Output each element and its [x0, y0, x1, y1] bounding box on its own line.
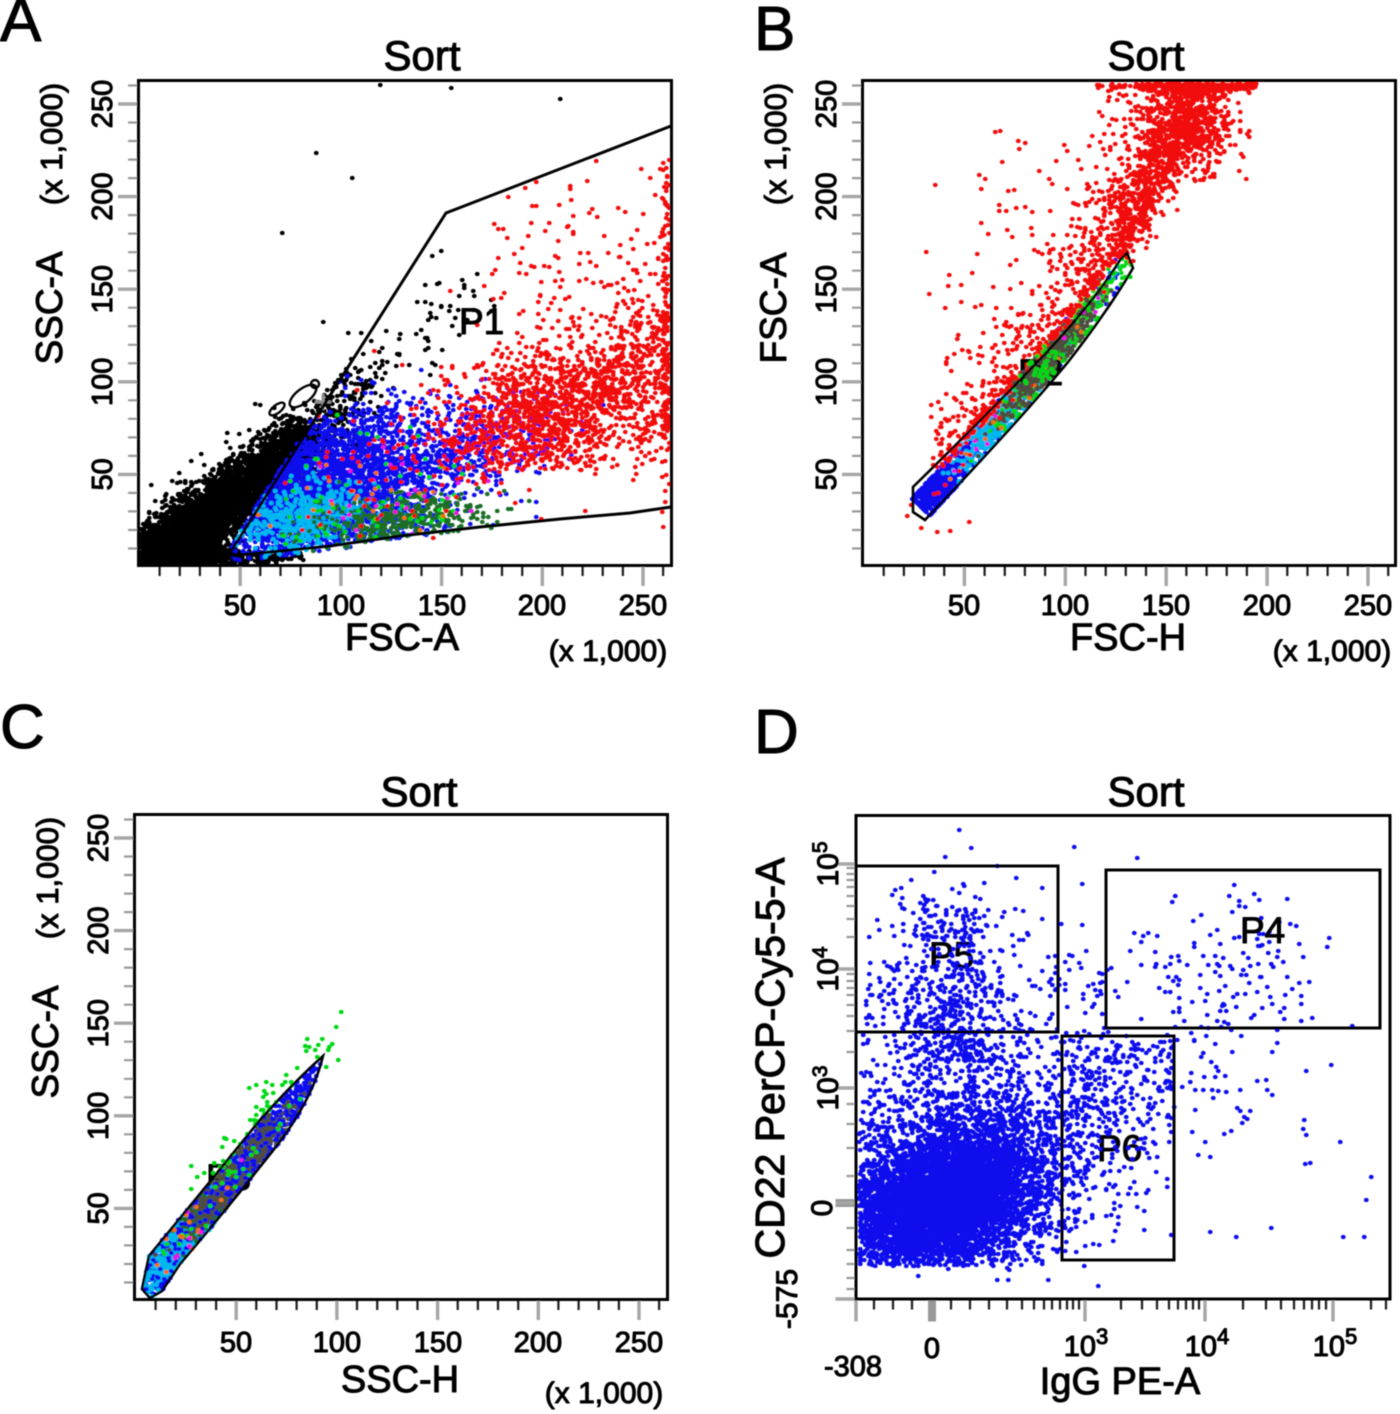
svg-text:150: 150 — [418, 590, 466, 622]
svg-text:105: 105 — [1313, 1324, 1358, 1363]
svg-text:250: 250 — [619, 590, 667, 622]
svg-text:SSC-A: SSC-A — [25, 985, 66, 1098]
svg-text:(x 1,000): (x 1,000) — [758, 83, 793, 205]
svg-text:B: B — [754, 0, 795, 64]
svg-text:FSC-H: FSC-H — [1070, 617, 1186, 659]
svg-text:100: 100 — [313, 1327, 361, 1359]
svg-text:250: 250 — [811, 80, 843, 128]
svg-text:200: 200 — [83, 906, 115, 954]
svg-text:250: 250 — [83, 814, 115, 862]
svg-text:-575: -575 — [771, 1269, 804, 1329]
svg-text:50: 50 — [948, 590, 980, 622]
svg-text:50: 50 — [811, 458, 843, 490]
svg-text:(x 1,000): (x 1,000) — [549, 635, 667, 668]
svg-text:100: 100 — [1041, 590, 1089, 622]
svg-text:200: 200 — [1243, 590, 1291, 622]
svg-text:150: 150 — [414, 1327, 462, 1359]
svg-text:250: 250 — [1344, 590, 1392, 622]
svg-text:C: C — [0, 693, 45, 762]
svg-text:50: 50 — [220, 1327, 252, 1359]
svg-text:50: 50 — [224, 590, 256, 622]
svg-text:(x 1,000): (x 1,000) — [1273, 635, 1391, 668]
svg-text:100: 100 — [317, 590, 365, 622]
svg-text:SSC-H: SSC-H — [341, 1359, 459, 1401]
svg-text:50: 50 — [87, 458, 119, 490]
svg-text:100: 100 — [811, 358, 843, 406]
svg-text:Sort: Sort — [1107, 768, 1184, 815]
svg-text:(x 1,000): (x 1,000) — [34, 83, 69, 205]
svg-text:150: 150 — [83, 999, 115, 1047]
svg-text:(x 1,000): (x 1,000) — [30, 817, 65, 939]
svg-text:150: 150 — [1142, 590, 1190, 622]
svg-text:250: 250 — [87, 80, 119, 128]
svg-text:150: 150 — [87, 265, 119, 313]
svg-text:A: A — [0, 0, 42, 55]
svg-text:Sort: Sort — [380, 768, 457, 815]
svg-text:200: 200 — [518, 590, 566, 622]
svg-text:Sort: Sort — [1107, 32, 1184, 79]
svg-text:50: 50 — [83, 1192, 115, 1224]
svg-text:0: 0 — [806, 1200, 839, 1217]
svg-text:P6: P6 — [1097, 1128, 1142, 1169]
svg-text:150: 150 — [811, 265, 843, 313]
svg-text:200: 200 — [87, 172, 119, 220]
svg-text:104: 104 — [1185, 1324, 1230, 1363]
svg-text:100: 100 — [87, 358, 119, 406]
svg-text:100: 100 — [83, 1092, 115, 1140]
svg-text:(x 1,000): (x 1,000) — [545, 1377, 663, 1410]
svg-text:IgG PE-A: IgG PE-A — [1040, 1361, 1201, 1403]
svg-text:FSC-A: FSC-A — [753, 252, 794, 363]
svg-text:P4: P4 — [1240, 910, 1285, 951]
svg-text:P1: P1 — [459, 301, 504, 342]
svg-text:-308: -308 — [824, 1351, 882, 1383]
svg-text:SSC-A: SSC-A — [29, 251, 70, 364]
svg-text:200: 200 — [514, 1327, 562, 1359]
svg-text:250: 250 — [615, 1327, 663, 1359]
svg-text:Sort: Sort — [383, 32, 460, 79]
svg-text:200: 200 — [811, 172, 843, 220]
svg-text:105: 105 — [809, 841, 845, 886]
svg-text:D: D — [754, 698, 799, 767]
svg-text:FSC-A: FSC-A — [345, 617, 460, 659]
svg-text:0: 0 — [924, 1333, 940, 1365]
svg-text:CD22 PerCP-Cy5-5-A: CD22 PerCP-Cy5-5-A — [747, 857, 793, 1259]
